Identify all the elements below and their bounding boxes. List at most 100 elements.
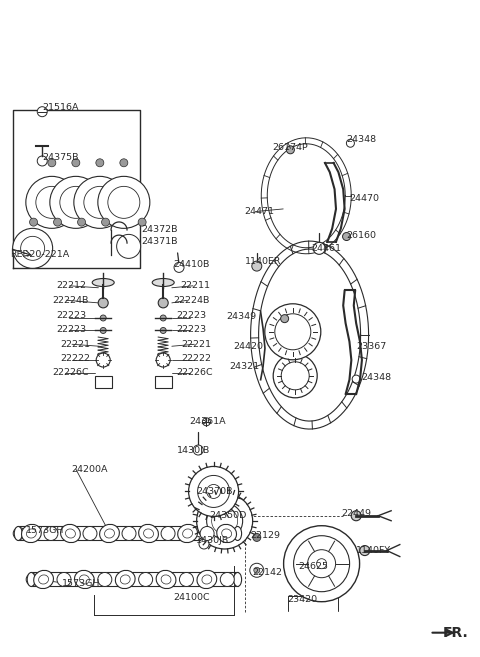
Circle shape	[98, 176, 150, 229]
Text: 24372B: 24372B	[142, 225, 178, 234]
Circle shape	[13, 528, 25, 539]
Text: 24348: 24348	[361, 373, 391, 382]
Text: 1140FY: 1140FY	[356, 546, 391, 555]
Ellipse shape	[14, 526, 22, 541]
Ellipse shape	[92, 279, 114, 286]
Text: 22226C: 22226C	[177, 368, 213, 377]
Circle shape	[254, 567, 260, 574]
Circle shape	[212, 508, 238, 534]
Circle shape	[265, 304, 321, 360]
Ellipse shape	[65, 529, 75, 538]
Circle shape	[48, 159, 56, 167]
Circle shape	[215, 511, 235, 531]
Circle shape	[54, 218, 61, 226]
Text: 22226C: 22226C	[52, 368, 88, 377]
Ellipse shape	[234, 526, 241, 541]
Ellipse shape	[80, 575, 89, 584]
Text: 24370B: 24370B	[196, 487, 232, 496]
Text: 24420: 24420	[233, 342, 263, 351]
Circle shape	[313, 242, 325, 254]
Text: FR.: FR.	[443, 625, 468, 640]
Text: 22223: 22223	[177, 325, 207, 334]
Ellipse shape	[200, 526, 214, 541]
Ellipse shape	[217, 524, 237, 543]
Ellipse shape	[60, 524, 80, 543]
Circle shape	[78, 218, 85, 226]
Ellipse shape	[115, 570, 135, 589]
Text: 22223: 22223	[57, 325, 87, 334]
Text: 22223: 22223	[177, 311, 207, 320]
Circle shape	[114, 218, 122, 226]
Circle shape	[216, 513, 233, 529]
Circle shape	[156, 353, 170, 367]
Circle shape	[343, 233, 350, 240]
Text: 24470: 24470	[349, 194, 379, 203]
Circle shape	[37, 106, 47, 117]
Circle shape	[100, 315, 106, 321]
Circle shape	[199, 539, 209, 549]
Text: 22224B: 22224B	[52, 296, 88, 305]
Circle shape	[74, 176, 126, 229]
Circle shape	[72, 159, 80, 167]
Ellipse shape	[98, 572, 112, 587]
Text: 24461: 24461	[311, 244, 341, 253]
Circle shape	[98, 298, 108, 308]
Circle shape	[207, 503, 243, 539]
Circle shape	[36, 187, 68, 218]
Circle shape	[189, 466, 239, 516]
Circle shape	[96, 353, 110, 367]
Circle shape	[117, 235, 141, 258]
Circle shape	[317, 558, 326, 569]
Ellipse shape	[139, 572, 153, 587]
Ellipse shape	[38, 575, 48, 584]
Text: 23367: 23367	[356, 342, 386, 351]
Circle shape	[284, 526, 360, 602]
Text: 1140ER: 1140ER	[245, 257, 281, 266]
Circle shape	[360, 545, 370, 556]
Circle shape	[50, 176, 102, 229]
Ellipse shape	[152, 279, 174, 286]
Circle shape	[273, 354, 317, 397]
Circle shape	[26, 176, 78, 229]
Bar	[95, 376, 112, 388]
Text: 22129: 22129	[251, 531, 280, 540]
Circle shape	[347, 139, 354, 147]
Ellipse shape	[220, 572, 234, 587]
Circle shape	[197, 493, 252, 549]
Ellipse shape	[202, 575, 212, 584]
Circle shape	[12, 229, 53, 268]
Text: REF.20-221A: REF.20-221A	[11, 250, 70, 260]
Ellipse shape	[222, 529, 231, 538]
Circle shape	[160, 327, 166, 334]
Circle shape	[281, 362, 309, 390]
Text: 24321: 24321	[229, 362, 260, 371]
Ellipse shape	[161, 526, 175, 541]
Circle shape	[352, 375, 360, 383]
Circle shape	[193, 445, 203, 455]
Text: 24350D: 24350D	[209, 511, 246, 520]
Text: 24349: 24349	[227, 312, 257, 321]
Circle shape	[206, 484, 221, 499]
Circle shape	[174, 262, 184, 273]
Circle shape	[100, 327, 106, 334]
Text: 26160: 26160	[347, 231, 376, 240]
Circle shape	[60, 187, 92, 218]
Circle shape	[203, 418, 210, 426]
Text: 22222: 22222	[60, 353, 90, 363]
Ellipse shape	[22, 524, 41, 543]
Text: 22224B: 22224B	[174, 296, 210, 305]
Ellipse shape	[57, 572, 71, 587]
Text: 23420: 23420	[287, 595, 317, 604]
Circle shape	[108, 187, 140, 218]
Circle shape	[308, 550, 336, 578]
Ellipse shape	[144, 529, 154, 538]
Circle shape	[287, 146, 294, 154]
Ellipse shape	[83, 526, 97, 541]
Ellipse shape	[139, 524, 158, 543]
Circle shape	[138, 218, 146, 226]
Circle shape	[102, 218, 109, 226]
Circle shape	[275, 314, 311, 350]
Ellipse shape	[26, 529, 36, 538]
Circle shape	[250, 563, 264, 578]
Text: 1430JB: 1430JB	[177, 445, 210, 455]
